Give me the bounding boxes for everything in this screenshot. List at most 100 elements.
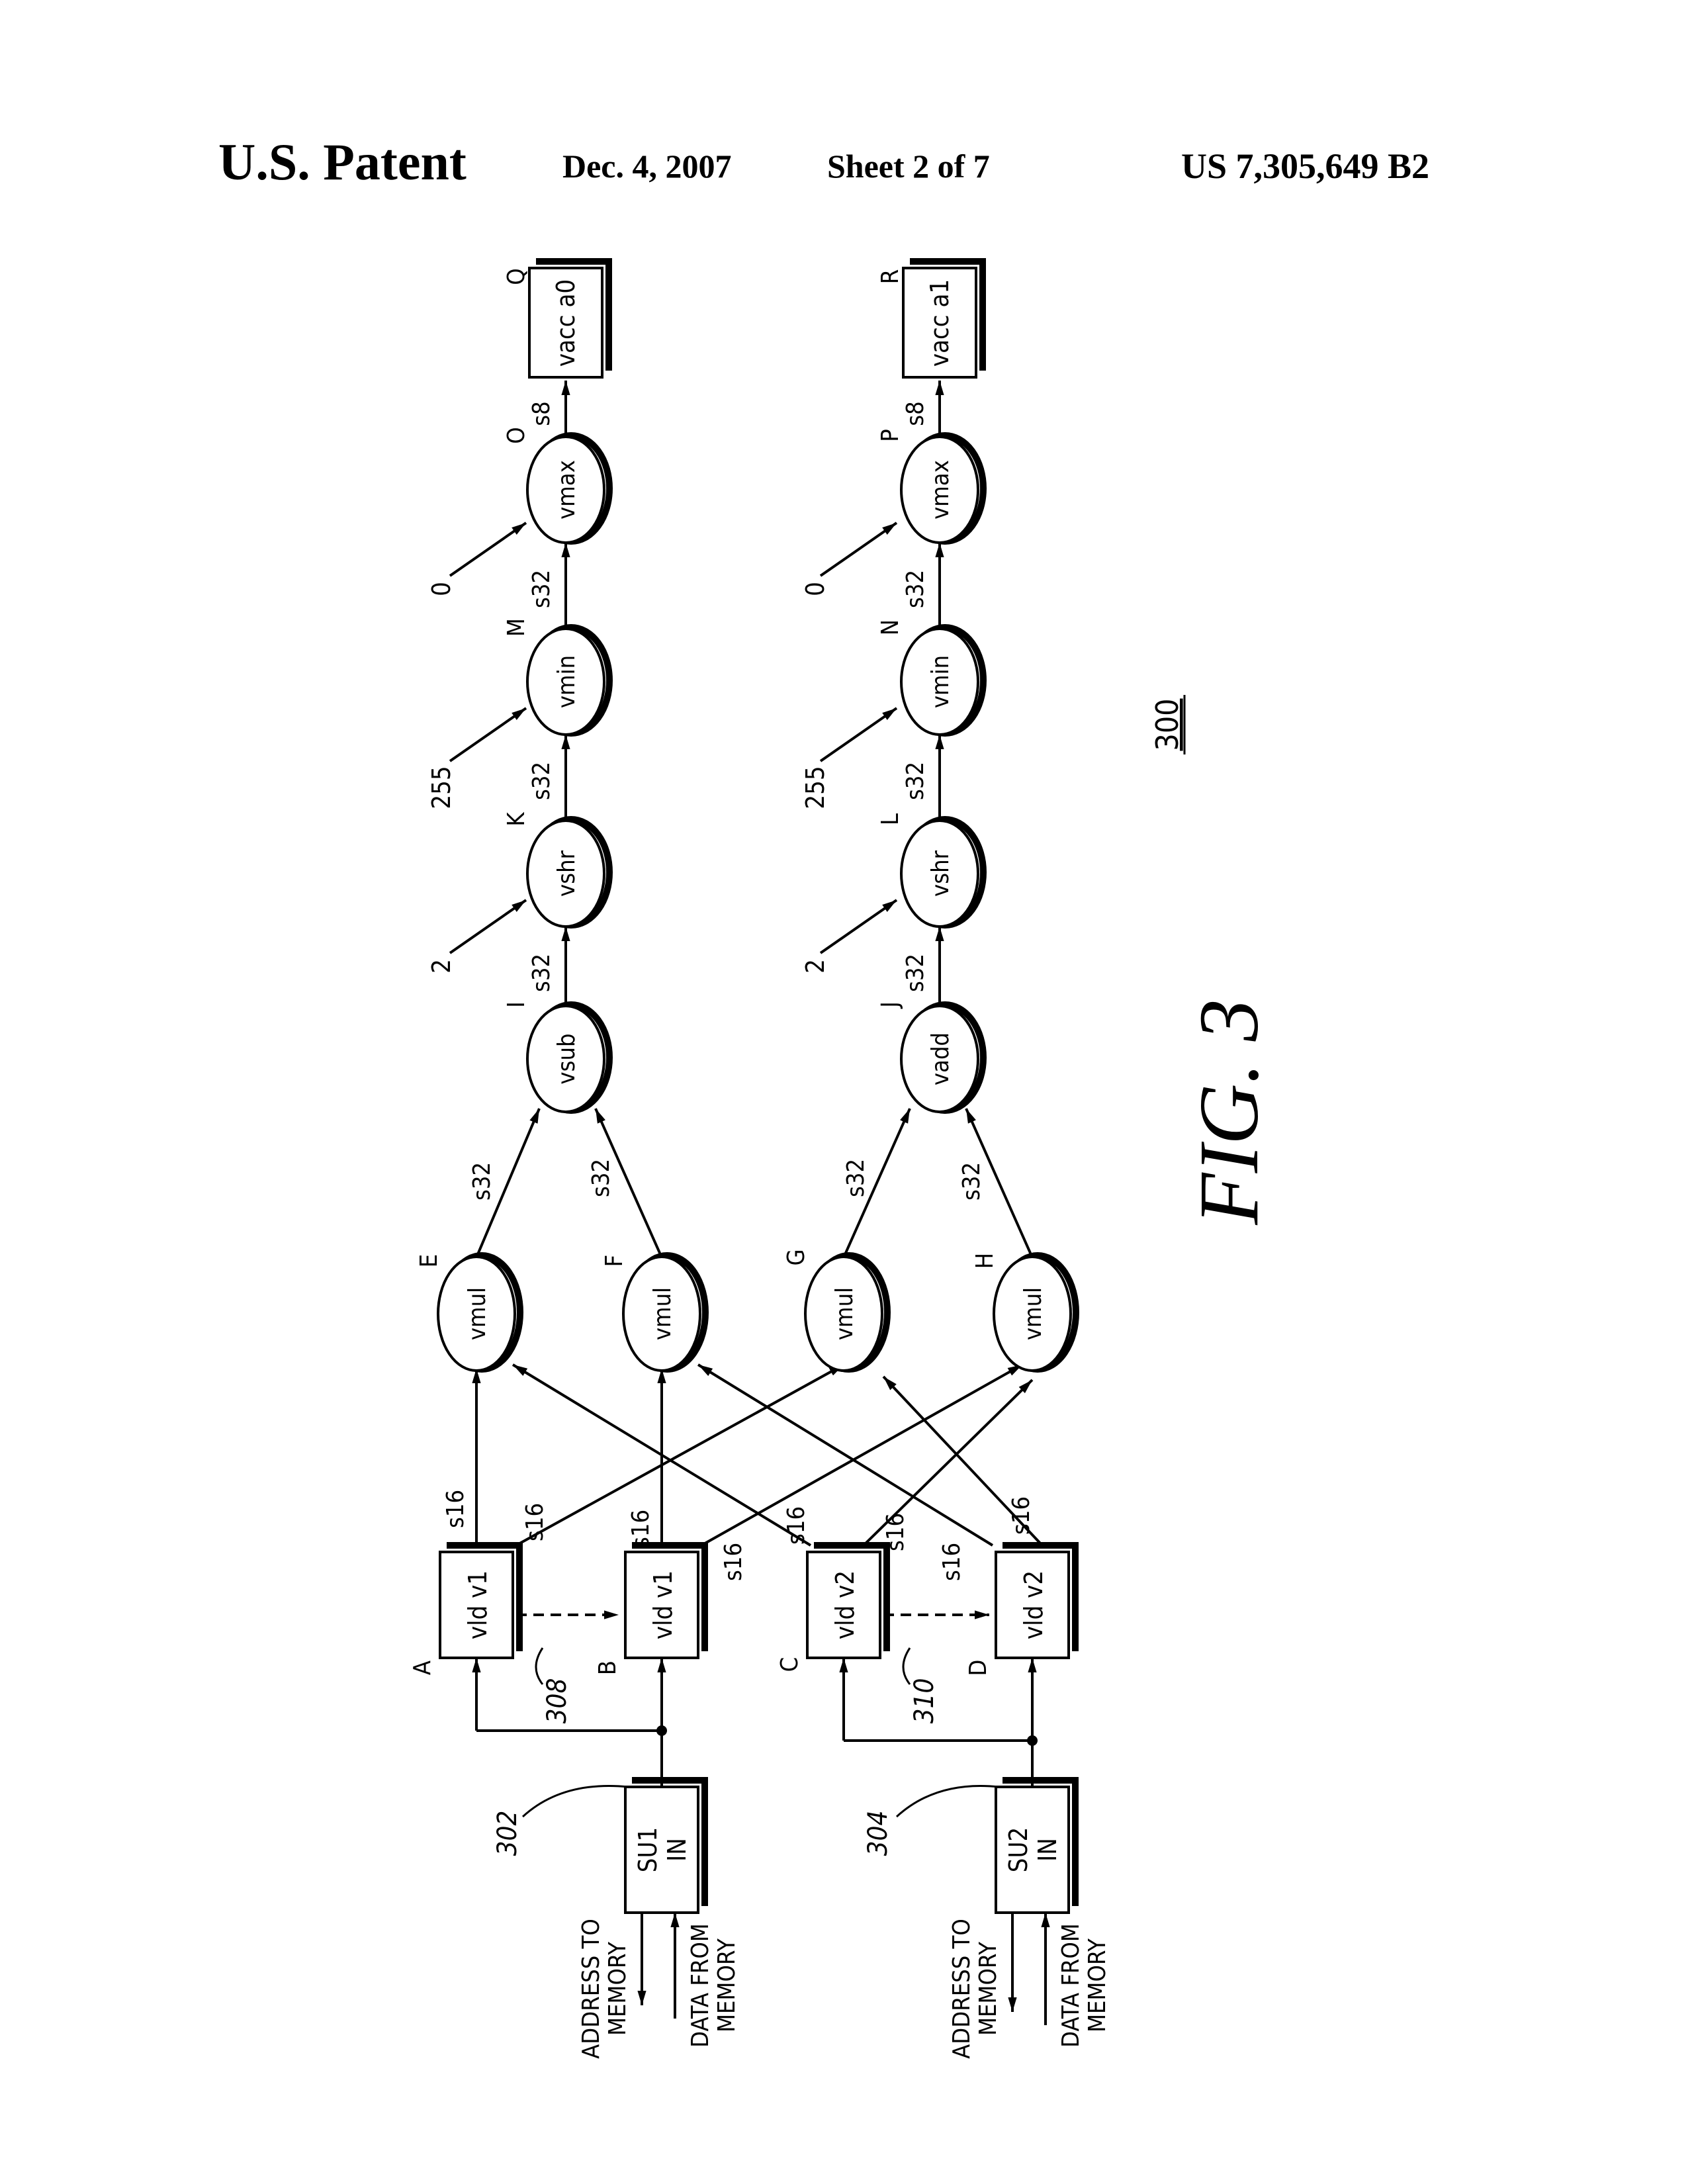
vshr-k-node: vshr — [527, 819, 609, 927]
su2-junction-dot — [1027, 1735, 1038, 1746]
label-s16-d-f: s16 — [938, 1543, 965, 1581]
figure-caption: FIG. 3 — [1182, 999, 1276, 1225]
su1-block: SU1 IN — [625, 1780, 705, 1913]
svg-text:MEMORY: MEMORY — [604, 1942, 631, 2036]
letter-r: R — [877, 269, 904, 285]
su1-address-text: ADDRESS TO MEMORY — [578, 1919, 631, 2059]
ref-302-leader — [523, 1786, 629, 1817]
label-s32-m-o: s32 — [528, 570, 555, 608]
load-d-text: vld v2 — [1019, 1570, 1048, 1639]
letter-c: C — [776, 1657, 803, 1672]
letter-a: A — [409, 1661, 436, 1675]
letter-h: H — [971, 1253, 999, 1269]
vacc-q-block: vacc a0 — [529, 261, 609, 377]
label-s32-g-j: s32 — [842, 1159, 869, 1197]
ref-304-leader — [897, 1786, 999, 1817]
mul-h-text: vmul — [1020, 1287, 1047, 1340]
su1-in-label: IN — [662, 1838, 691, 1862]
load-c-text: vld v2 — [830, 1570, 860, 1639]
const-255-bottom: 255 — [801, 766, 830, 809]
su2-data-text: DATA FROM MEMORY — [1057, 1923, 1111, 2048]
vmax-o-text: vmax — [553, 460, 580, 520]
su2-address-text: ADDRESS TO MEMORY — [948, 1919, 1002, 2059]
letter-l: L — [877, 813, 904, 825]
label-s32-f-i: s32 — [588, 1159, 615, 1197]
mul-e-text: vmul — [464, 1287, 491, 1340]
ref-308: 308 — [542, 1678, 572, 1724]
label-s32-l-n: s32 — [902, 762, 929, 800]
vacc-q-text: vacc a0 — [551, 279, 580, 367]
load-a-text: vld v1 — [463, 1570, 492, 1639]
su1-junction-dot — [656, 1725, 667, 1736]
ref-302: 302 — [492, 1811, 523, 1856]
su2-in-label: IN — [1033, 1838, 1062, 1862]
letter-g: G — [783, 1249, 810, 1265]
vadd-j-text: vadd — [927, 1032, 954, 1085]
const-2-bottom-arrow — [821, 900, 897, 953]
mul-h-node: vmul — [994, 1255, 1076, 1371]
load-d-block: vld v2 — [996, 1545, 1075, 1658]
vadd-j-node: vadd — [901, 1005, 983, 1112]
const-0-bottom-arrow — [821, 523, 897, 576]
label-s16-c-h: s16 — [882, 1513, 909, 1551]
mul-g-node: vmul — [805, 1255, 887, 1371]
ref-304: 304 — [863, 1811, 893, 1856]
label-s16-c-e: s16 — [783, 1506, 810, 1545]
letter-j: J — [877, 1001, 904, 1009]
vmin-n-text: vmin — [927, 655, 954, 708]
figure-ref-300: 300 — [1149, 699, 1185, 751]
letter-q: Q — [503, 268, 530, 285]
su1-label: SU1 — [633, 1827, 662, 1873]
vshr-k-text: vshr — [553, 850, 580, 897]
letter-i: I — [503, 1001, 530, 1008]
letter-o: O — [503, 427, 530, 444]
mul-f-text: vmul — [649, 1287, 676, 1340]
vsub-i-text: vsub — [553, 1033, 580, 1084]
letter-f: F — [601, 1255, 628, 1267]
d-to-f-line — [698, 1365, 993, 1545]
label-s8-o-q: s8 — [528, 401, 555, 426]
vmax-o-node: vmax — [527, 435, 609, 543]
letter-k: K — [503, 812, 530, 827]
const-2-top-arrow — [450, 900, 526, 953]
label-s16-a-g: s16 — [521, 1503, 549, 1541]
label-s32-j-l: s32 — [902, 954, 929, 992]
vmin-m-node: vmin — [527, 627, 609, 735]
const-255-bottom-arrow — [821, 708, 897, 761]
su1-data-text: DATA FROM MEMORY — [687, 1923, 740, 2048]
vshr-l-text: vshr — [927, 850, 954, 897]
svg-text:DATA FROM: DATA FROM — [1057, 1923, 1085, 2048]
label-s16-a-e: s16 — [442, 1490, 469, 1528]
svg-text:DATA FROM: DATA FROM — [687, 1923, 714, 2048]
vmax-p-text: vmax — [927, 460, 954, 520]
svg-text:MEMORY: MEMORY — [1084, 1938, 1111, 2032]
ref-310: 310 — [909, 1678, 940, 1724]
b-to-h-line — [701, 1365, 1022, 1545]
vacc-r-text: vacc a1 — [925, 279, 954, 367]
label-s32-h-j: s32 — [958, 1162, 985, 1201]
const-0-bottom: 0 — [801, 582, 830, 596]
svg-text:MEMORY: MEMORY — [975, 1942, 1002, 2036]
const-255-top-arrow — [450, 708, 526, 761]
letter-e: E — [416, 1254, 443, 1267]
label-s32-e-i: s32 — [468, 1162, 496, 1201]
svg-text:MEMORY: MEMORY — [713, 1938, 740, 2032]
mul-f-node: vmul — [623, 1255, 705, 1371]
letter-b: B — [594, 1661, 621, 1675]
vmin-n-node: vmin — [901, 627, 983, 735]
label-s16-b-h: s16 — [720, 1543, 747, 1581]
label-s16-d-g: s16 — [1008, 1496, 1035, 1535]
su2-block: SU2 IN — [996, 1780, 1075, 1913]
letter-p: P — [877, 429, 904, 442]
label-s32-i-k: s32 — [528, 954, 555, 992]
letter-n: N — [877, 619, 904, 635]
vshr-l-node: vshr — [901, 819, 983, 927]
vmin-m-text: vmin — [553, 655, 580, 708]
su2-label: SU2 — [1004, 1827, 1033, 1873]
label-s32-n-p: s32 — [902, 570, 929, 608]
const-255-top: 255 — [427, 766, 456, 809]
load-b-block: vld v1 — [625, 1545, 705, 1658]
svg-text:ADDRESS TO: ADDRESS TO — [948, 1919, 975, 2059]
const-2-top: 2 — [427, 959, 456, 974]
